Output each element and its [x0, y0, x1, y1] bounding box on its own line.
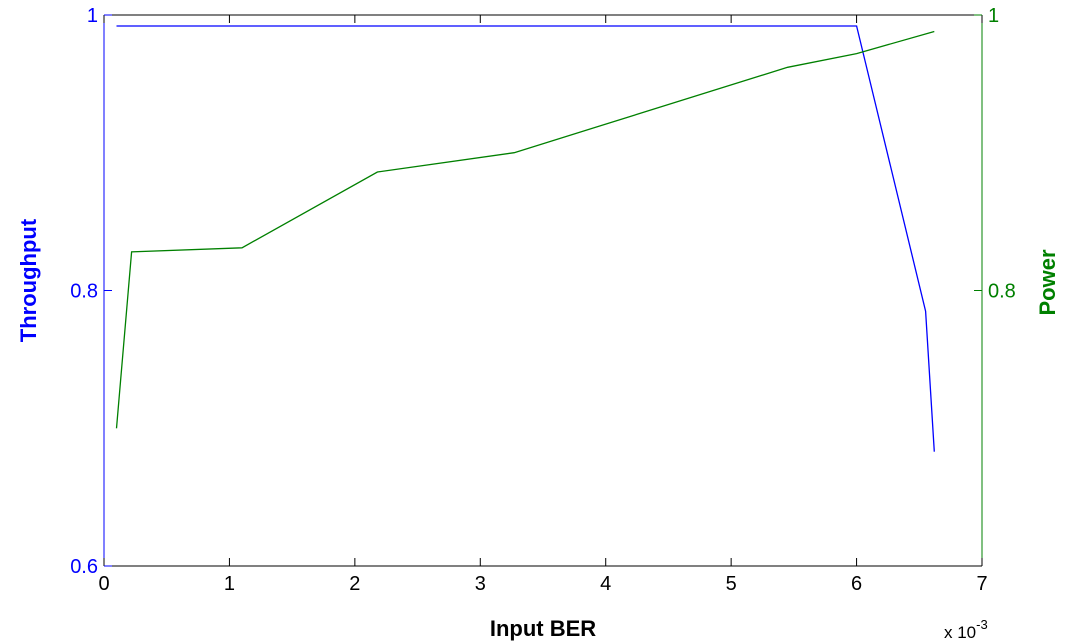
x-tick-label: 0	[98, 573, 109, 595]
y-right-axis-title: Power	[1035, 249, 1060, 315]
y-left-tick-label: 0.8	[70, 281, 98, 303]
x-tick-label: 1	[224, 573, 235, 595]
y-right-tick-label: 0.8	[988, 281, 1016, 303]
plot-area	[104, 15, 982, 566]
x-tick-label: 6	[851, 573, 862, 595]
x-tick-label: 3	[475, 573, 486, 595]
x-tick-label: 4	[600, 573, 611, 595]
y-left-tick-label: 0.6	[70, 556, 98, 578]
y-right-tick-label: 1	[988, 5, 999, 27]
power-series-line	[115, 30, 935, 429]
y-left-axis-title: Throughput	[16, 218, 41, 342]
y-left-tick-label: 1	[87, 5, 98, 27]
x-axis-exponent: x 10-3	[944, 617, 988, 642]
x-axis-title: Input BER	[490, 616, 596, 641]
x-tick-label: 7	[976, 573, 987, 595]
x-axis-exponent-base: x 10	[944, 623, 976, 642]
x-axis-exponent-power: -3	[976, 617, 988, 632]
throughput-series-line	[116, 25, 935, 452]
x-tick-label: 2	[349, 573, 360, 595]
x-tick-label: 5	[726, 573, 737, 595]
